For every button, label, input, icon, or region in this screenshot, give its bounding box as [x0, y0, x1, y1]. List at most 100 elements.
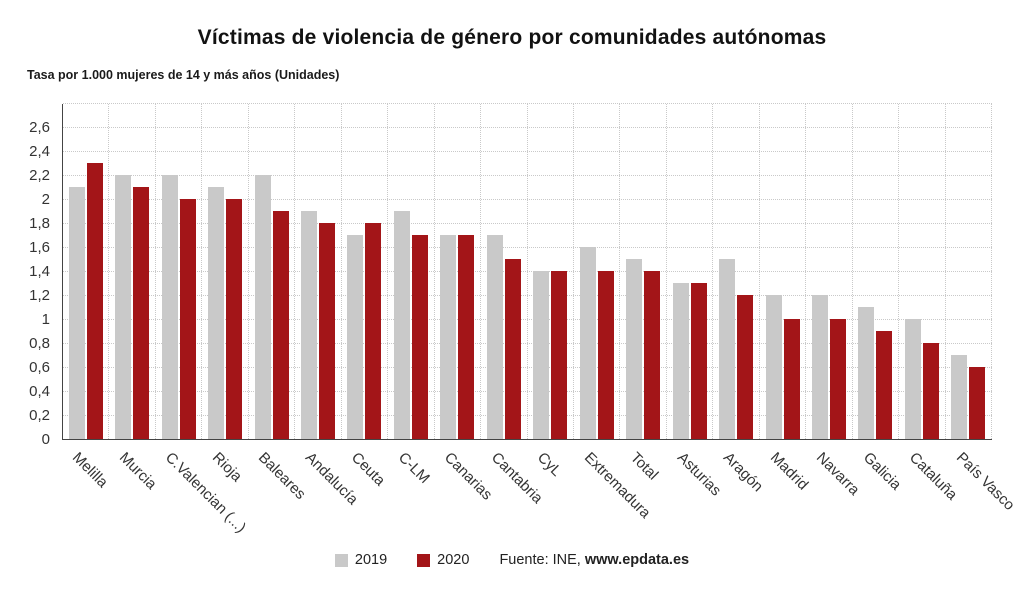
y-tick-label: 0: [41, 431, 50, 448]
chart-title: Víctimas de violencia de género por comu…: [197, 26, 827, 49]
y-tick-label: 0,4: [29, 383, 50, 400]
x-tick-label: Baleares: [255, 449, 310, 503]
bar-2020-Navarra: [829, 319, 846, 439]
bar-group-16: [806, 104, 853, 439]
x-tick-label: CyL: [534, 449, 566, 480]
bar-2020-Murcia: [133, 187, 150, 439]
y-tick-label: 1,2: [29, 287, 50, 304]
bar-2020-Ceuta: [365, 223, 382, 439]
x-tick-label: Total: [627, 449, 662, 484]
bar-group-8: [435, 104, 482, 439]
bar-2019-Cataluña: [904, 319, 921, 439]
x-axis-labels: Melilla Murcia C.Valencian (...) Rioja Balea…: [62, 442, 1017, 554]
legend-item-2019[interactable]: 2019: [334, 552, 388, 568]
bar-group-9: [481, 104, 528, 439]
legend-label-2019: 2019: [354, 552, 388, 568]
bar-2020-Rioja: [226, 199, 243, 439]
bar-2020-Aragón: [737, 295, 754, 439]
y-tick-label: 2: [41, 191, 50, 208]
x-tick-label: Galicia: [859, 449, 905, 494]
bar-2019-Melilla: [68, 187, 85, 439]
bar-2019-País Vasco: [951, 355, 968, 439]
x-tick-label: C-LM: [394, 449, 433, 487]
bar-2020-Total: [644, 271, 661, 439]
legend-label-2020: 2020: [437, 552, 470, 568]
gridline: [63, 103, 992, 104]
y-axis-labels: 0 0,2 0,4 0,6 0,8 1 1,2 1,4 1,6 1,8 2 2,2 2,4 2,6: [0, 104, 56, 448]
plot-area: [62, 103, 993, 440]
source-prefix: Fuente: INE,: [499, 552, 581, 568]
bar-2019-Rioja: [208, 187, 225, 439]
source-text: Fuente: INE, www.epdata.es: [499, 552, 689, 568]
y-tick-label: 2,6: [29, 119, 50, 136]
bar-group-14: [713, 104, 760, 439]
y-tick-label: 1: [41, 311, 50, 328]
bar-2019-Extremadura: [579, 247, 596, 439]
bar-2020-Melilla: [86, 163, 103, 439]
x-tick-label: Navarra: [813, 449, 863, 499]
bar-2020-C-LM: [411, 235, 428, 439]
x-tick-label: Rioja: [208, 449, 245, 486]
y-tick-label: 1,6: [29, 239, 50, 256]
x-tick-label: Madrid: [766, 449, 812, 494]
y-tick-label: 1,4: [29, 263, 50, 280]
bar-group-2: [156, 104, 203, 439]
bar-2019-Cantabria: [486, 235, 503, 439]
bar-2019-Baleares: [254, 175, 271, 439]
legend-item-2020[interactable]: 2020: [417, 552, 469, 568]
bar-2020-Extremadura: [597, 271, 614, 439]
bar-2019-Madrid: [765, 295, 782, 439]
bar-2019-Andalucía: [300, 211, 317, 439]
legend-swatch-2020: [417, 553, 431, 567]
bar-2020-Madrid: [783, 319, 800, 439]
bar-2019-Aragón: [719, 259, 736, 439]
bar-2019-Canarias: [440, 235, 457, 439]
bar-2020-Cataluña: [922, 343, 939, 439]
bar-2019-Navarra: [811, 295, 828, 439]
bar-2020-CyL: [551, 271, 568, 439]
x-tick-label: Melilla: [69, 449, 112, 492]
bar-2019-Murcia: [115, 175, 132, 439]
bar-group-7: [388, 104, 435, 439]
bar-2019-C-LM: [393, 211, 410, 439]
bar-chart: 0 0,2 0,4 0,6 0,8 1 1,2 1,4 1,6 1,8 2 2,2 2,4 2,6 Mel…: [0, 96, 1024, 556]
bar-2020-Baleares: [272, 211, 289, 439]
x-tick-label: Asturias: [673, 449, 725, 500]
y-tick-label: 0,2: [29, 407, 50, 424]
legend: 2019 2020 Fuente: INE, www.epdata.es: [0, 552, 1024, 568]
bar-2020-Asturias: [690, 283, 707, 439]
x-tick-label: C.Valencian (...): [162, 449, 250, 537]
bar-2019-Asturias: [672, 283, 689, 439]
x-tick-label: País Vasco: [952, 449, 1018, 514]
x-tick-label: Murcia: [115, 449, 160, 493]
bar-2020-C.Valencian (...): [179, 199, 196, 439]
bar-2020-Galicia: [876, 331, 893, 439]
x-tick-label: Canarias: [441, 449, 496, 504]
legend-swatch-2019: [334, 553, 348, 567]
bar-group-3: [202, 104, 249, 439]
x-tick-label: Cataluña: [906, 449, 961, 504]
bar-2019-Galicia: [858, 307, 875, 439]
y-tick-label: 0,6: [29, 359, 50, 376]
y-tick-label: 2,4: [29, 143, 50, 160]
bar-2020-Cantabria: [504, 259, 521, 439]
bar-2019-Total: [626, 259, 643, 439]
bar-2020-Canarias: [458, 235, 475, 439]
x-tick-label: Ceuta: [348, 449, 389, 490]
x-tick-label: Aragón: [720, 449, 767, 496]
y-tick-label: 1,8: [29, 215, 50, 232]
source-site: www.epdata.es: [584, 552, 690, 568]
bar-group-15: [760, 104, 807, 439]
bar-group-13: [667, 104, 714, 439]
bar-2019-C.Valencian (...): [161, 175, 178, 439]
bar-2020-Andalucía: [318, 223, 335, 439]
bar-group-6: [342, 104, 389, 439]
bar-group-10: [528, 104, 574, 439]
bar-2019-Ceuta: [347, 235, 364, 439]
bar-group-1: [109, 104, 156, 439]
bar-group-12: [620, 104, 667, 439]
bar-group-17: [853, 104, 900, 439]
bar-group-18: [899, 104, 946, 439]
bar-2019-CyL: [533, 271, 550, 439]
bar-group-11: [574, 104, 621, 439]
